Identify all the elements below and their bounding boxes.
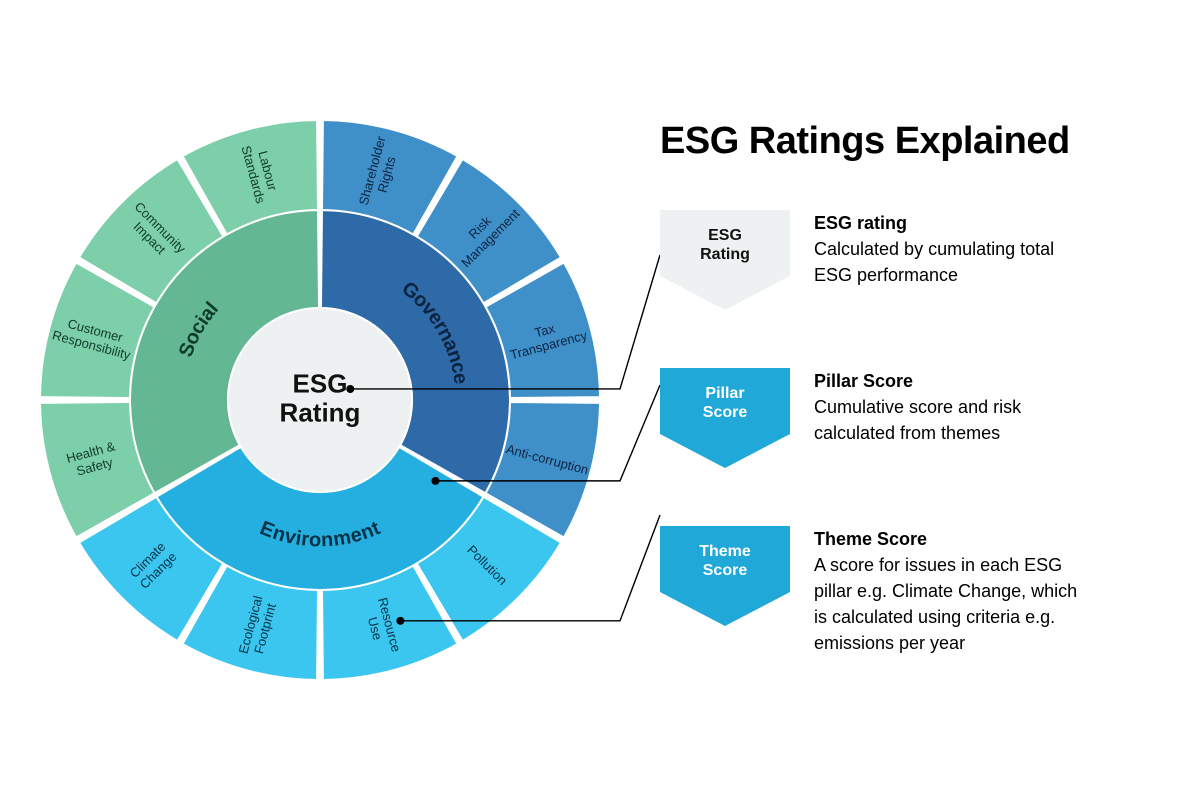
legend-badge-label: ESG Rating bbox=[700, 210, 750, 264]
legend-lead: Theme Score bbox=[814, 526, 1094, 552]
legend: ESG Rating ESG ratingCalculated by cumula… bbox=[660, 210, 1094, 684]
legend-item: Pillar ScorePillar ScoreCumulative score… bbox=[660, 368, 1094, 498]
legend-badge: Pillar Score bbox=[660, 368, 790, 468]
legend-lead: Pillar Score bbox=[814, 368, 1094, 394]
esg-wheel: GovernanceShareholderRightsRiskManagemen… bbox=[20, 100, 620, 700]
legend-lead: ESG rating bbox=[814, 210, 1094, 236]
legend-body: Calculated by cumulating total ESG perfo… bbox=[814, 236, 1094, 288]
legend-badge-label: Theme Score bbox=[699, 526, 751, 580]
legend-text: Pillar ScoreCumulative score and risk ca… bbox=[814, 368, 1094, 446]
legend-body: Cumulative score and risk calculated fro… bbox=[814, 394, 1094, 446]
legend-item: ESG Rating ESG ratingCalculated by cumula… bbox=[660, 210, 1094, 340]
legend-badge: Theme Score bbox=[660, 526, 790, 626]
legend-badge: ESG Rating bbox=[660, 210, 790, 310]
legend-body: A score for issues in each ESG pillar e.… bbox=[814, 552, 1094, 656]
page-title: ESG Ratings Explained bbox=[660, 120, 1070, 163]
legend-text: Theme ScoreA score for issues in each ES… bbox=[814, 526, 1094, 656]
legend-text: ESG ratingCalculated by cumulating total… bbox=[814, 210, 1094, 288]
legend-item: Theme ScoreTheme ScoreA score for issues… bbox=[660, 526, 1094, 656]
stage: GovernanceShareholderRightsRiskManagemen… bbox=[0, 0, 1200, 800]
legend-badge-label: Pillar Score bbox=[703, 368, 747, 422]
